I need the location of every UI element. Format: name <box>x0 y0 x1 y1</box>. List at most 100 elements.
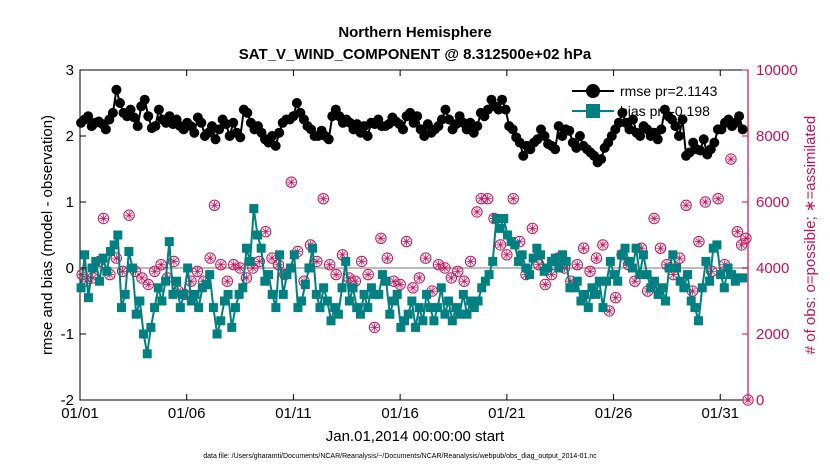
bias-point <box>705 276 715 286</box>
legend-rmse-marker <box>586 84 600 98</box>
obs-count-point <box>97 212 110 225</box>
obs-count-point <box>227 259 240 271</box>
obs-count-point <box>123 209 135 221</box>
bias-point <box>105 247 115 256</box>
bias-point <box>532 243 542 253</box>
y-tick-label: 2 <box>66 128 74 145</box>
y-right-tick-label: 6000 <box>756 194 789 211</box>
bias-point <box>275 250 285 260</box>
rmse-point <box>132 121 143 132</box>
bias-point <box>576 296 586 306</box>
bias-point <box>120 289 130 299</box>
bias-point <box>422 289 432 299</box>
bias-point <box>477 283 487 293</box>
rmse-point <box>472 121 483 132</box>
bias-point <box>109 240 119 250</box>
obs-count-point <box>142 278 154 291</box>
bias-point <box>91 256 101 266</box>
bias-point <box>418 316 428 326</box>
bias-point <box>447 316 457 326</box>
obs-count-point <box>155 259 167 271</box>
rmse-point <box>422 119 433 130</box>
bias-point <box>352 303 362 313</box>
bias-point <box>135 296 145 306</box>
bias-point <box>186 296 196 306</box>
bias-point <box>587 283 597 293</box>
obs-count-point <box>693 235 705 248</box>
bias-point <box>87 263 97 273</box>
legend: rmse pr=2.1143 bias pr=-0.198 <box>572 83 718 119</box>
obs-count-point <box>458 275 470 287</box>
obs-count-point <box>317 193 329 205</box>
obs-count-point <box>648 212 660 225</box>
rmse-point <box>210 134 221 145</box>
rmse-point <box>507 124 518 135</box>
bias-point <box>326 316 336 326</box>
bias-point <box>252 230 262 240</box>
bias-point <box>554 263 564 273</box>
bias-point <box>249 204 259 214</box>
bias-point <box>319 283 329 293</box>
rmse-point <box>613 117 624 128</box>
bias-point <box>605 256 615 266</box>
bias-point <box>635 270 645 280</box>
bias-point <box>668 250 678 260</box>
bias-point <box>83 293 93 303</box>
bias-point <box>172 276 182 286</box>
bias-point <box>208 303 218 313</box>
rmse-point <box>596 154 607 165</box>
bias-point <box>400 316 410 326</box>
bias-point <box>664 263 674 273</box>
bias-point <box>293 303 303 313</box>
rmse-point <box>497 94 508 105</box>
bias-point <box>631 243 641 253</box>
obs-count-point <box>375 232 387 245</box>
obs-count-point <box>136 272 148 284</box>
bias-point <box>697 283 707 293</box>
obs-count-point <box>629 275 641 287</box>
bias-point <box>330 303 340 313</box>
bias-point <box>164 237 174 247</box>
obs-count-point <box>471 206 483 218</box>
bias-point <box>536 250 546 260</box>
bias-point <box>282 270 292 280</box>
bias-point <box>308 243 318 253</box>
bias-point <box>377 270 387 280</box>
bias-point <box>719 283 729 293</box>
rmse-point <box>196 117 207 128</box>
bias-point <box>94 276 104 286</box>
data-file-footnote: data file: /Users/gharamti/Documents/NCA… <box>203 453 597 460</box>
rmse-point <box>100 124 111 135</box>
bias-point <box>333 309 343 319</box>
obs-count-point <box>680 199 692 212</box>
bias-point <box>286 263 296 273</box>
bias-point <box>723 263 733 273</box>
bias-point <box>278 289 288 299</box>
bias-point <box>469 303 479 313</box>
bias-point <box>139 329 149 339</box>
bias-point <box>436 283 446 293</box>
obs-count-point <box>432 259 445 271</box>
bias-point <box>407 296 417 306</box>
bias-point <box>267 289 277 299</box>
bias-point <box>161 276 171 286</box>
rmse-point <box>235 132 246 143</box>
bias-point <box>686 296 696 306</box>
bias-point <box>638 250 648 260</box>
bias-point <box>157 296 167 306</box>
bias-point <box>488 256 498 266</box>
bias-point <box>591 289 601 299</box>
rmse-point <box>150 121 161 132</box>
bias-point <box>245 256 255 266</box>
bias-point <box>113 230 123 240</box>
obs-count-point <box>740 232 752 245</box>
obs-count-point <box>191 265 204 277</box>
bias-series <box>76 204 748 359</box>
chart-title: Northern Hemisphere <box>338 24 491 41</box>
obs-count-point <box>368 321 381 334</box>
y-axis-right-label: # of obs: o=possible; ∗=assimilated <box>802 116 819 355</box>
rmse-point <box>550 144 561 155</box>
bias-point <box>348 283 358 293</box>
y-right-tick-label: 0 <box>756 392 764 409</box>
bias-point <box>359 289 369 299</box>
